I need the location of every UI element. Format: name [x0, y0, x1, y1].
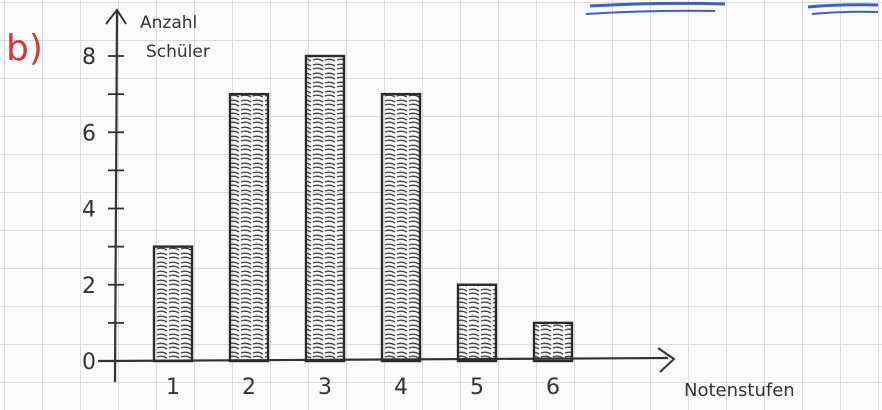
bars — [152, 54, 574, 363]
x-axis-arrow — [657, 347, 676, 373]
x-tick-label: 5 — [470, 375, 484, 400]
y-ticks: 0 2 4 6 8 — [82, 45, 124, 375]
y-axis-arrow — [105, 8, 127, 25]
x-tick-label: 1 — [166, 375, 180, 400]
y-axis-label-line2: Schüler — [146, 42, 210, 62]
x-tick-label: 4 — [394, 375, 408, 400]
bar-grade-3 — [304, 54, 346, 363]
bar-grade-4 — [380, 92, 422, 363]
y-tick-label: 8 — [82, 45, 96, 70]
bar-grade-5 — [456, 283, 498, 363]
x-axis-label: Notenstufen — [684, 380, 795, 401]
x-tick-label: 6 — [546, 375, 560, 400]
blue-pen-marks — [585, 1, 879, 15]
bar-grade-1 — [152, 245, 194, 363]
bar-grade-2 — [228, 92, 270, 363]
x-tick-label: 2 — [242, 375, 256, 400]
y-axis — [113, 11, 119, 383]
y-tick-label: 6 — [82, 121, 96, 146]
y-tick-label: 2 — [82, 274, 96, 299]
y-tick-label: 4 — [82, 198, 96, 223]
y-tick-label: 0 — [82, 350, 96, 375]
y-axis-label-line1: Anzahl — [140, 13, 197, 33]
part-label: b) — [6, 28, 43, 69]
x-tick-labels: 1 2 3 4 5 6 — [166, 375, 560, 400]
bar-grade-6 — [532, 321, 574, 363]
x-tick-label: 3 — [318, 375, 332, 400]
